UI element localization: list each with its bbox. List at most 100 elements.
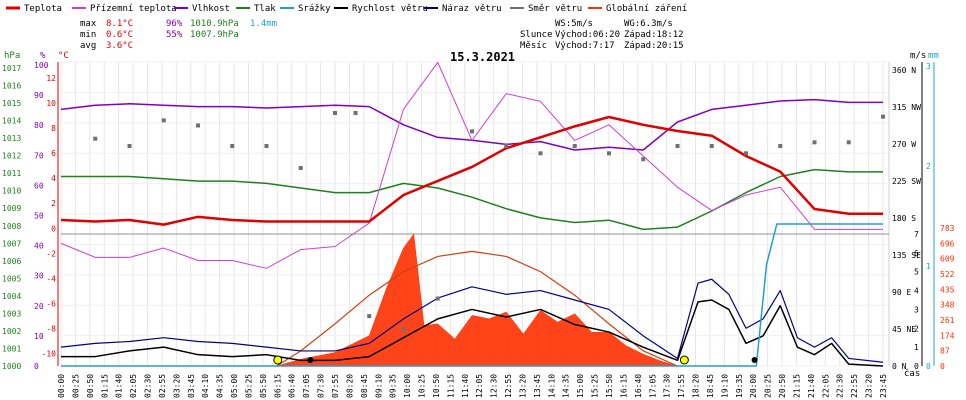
axes: 00:00 00:25 00:50 01:15 01:40 02:05 02:30 02:55… (2, 61, 955, 398)
x-tick-label: 05:00 (230, 374, 239, 398)
y-tick-pressure: 1010 (2, 187, 21, 196)
legend-item-ground-temperature: Přízemní teplota (90, 4, 177, 14)
x-tick-label: 07:55 (331, 374, 340, 398)
wind-direction-point (353, 111, 358, 115)
y-tick-temperature: 0 (51, 224, 56, 233)
x-tick-label: 10:50 (432, 374, 441, 398)
wind-direction-point (161, 118, 166, 123)
y-tick-wind-direction: 180 S (892, 214, 916, 223)
x-tick-label: 22:55 (850, 374, 859, 398)
y-tick-radiation: 435 (940, 285, 955, 294)
x-tick-label: 10:25 (418, 374, 427, 398)
x-tick-label: 18:45 (706, 374, 715, 398)
series-layer (60, 61, 885, 367)
x-tick-label: 00:25 (71, 374, 80, 398)
x-tick-label: 01:40 (115, 374, 124, 398)
y-tick-radiation: 87 (940, 347, 950, 356)
wind-direction-point (127, 144, 132, 148)
y-tick-wind-direction: 45 NE (892, 325, 916, 334)
legend-item-temperature: Teplota (24, 4, 62, 14)
y-tick-temperature: 10 (46, 99, 56, 108)
sun-label: Slunce (520, 30, 553, 40)
wind-direction-point (298, 166, 303, 170)
x-tick-label: 22:30 (836, 374, 845, 398)
x-tick-label: 14:10 (547, 374, 556, 398)
y-tick-humidity: 90 (34, 91, 44, 100)
x-tick-label: 03:45 (187, 374, 196, 398)
y-tick-radiation: 348 (940, 301, 955, 310)
y-tick-wind-speed: 5 (914, 268, 919, 277)
legend: Teplota Přízemní teplota Vlhkost Tlak Sr… (6, 4, 687, 14)
x-tick-label: 18:20 (692, 374, 701, 398)
sunrise-marker (273, 355, 283, 365)
y-tick-wind-speed: 1 (914, 343, 919, 352)
wind-direction-point (778, 144, 783, 148)
y-tick-pressure: 1007 (2, 239, 21, 248)
wind-direction-point (744, 151, 748, 156)
axis-unit-pressure: hPa (4, 51, 20, 61)
y-tick-humidity: 60 (34, 181, 44, 190)
wind-direction-point (470, 129, 474, 134)
y-tick-radiation: 609 (940, 255, 955, 264)
x-tick-label: 02:55 (158, 374, 167, 398)
y-tick-pressure: 1002 (2, 327, 21, 336)
x-tick-label: 07:30 (317, 374, 326, 398)
stats-min-label: min (80, 30, 96, 40)
y-tick-radiation: 174 (940, 331, 955, 340)
y-tick-wind-direction: 270 W (892, 140, 916, 149)
y-tick-pressure: 1014 (2, 117, 21, 126)
y-tick-pressure: 1016 (2, 82, 21, 91)
x-tick-label: 20:00 (749, 374, 758, 398)
x-tick-label: 08:20 (345, 374, 354, 398)
y-tick-pressure: 1013 (2, 134, 21, 143)
stats-max-temp: 8.1°C (106, 19, 133, 29)
x-tick-label: 05:25 (244, 374, 253, 398)
stats-max-label: max (80, 19, 97, 29)
wind-speed-line (61, 299, 884, 367)
x-tick-label: 01:15 (100, 374, 109, 398)
x-tick-label: 17:30 (663, 374, 672, 398)
x-tick-label: 12:55 (504, 374, 513, 398)
moonrise: Východ:7:17 (555, 41, 615, 51)
ground-temperature-line (60, 61, 883, 269)
stats-avg-temp: 3.6°C (106, 41, 133, 51)
x-tick-label: 21:40 (807, 374, 816, 398)
y-tick-temperature: 12 (46, 74, 56, 83)
x-tick-label: 15:25 (591, 374, 600, 398)
x-tick-label: 13:45 (533, 374, 542, 398)
y-tick-temperature: -2 (46, 249, 56, 258)
moonrise-marker (307, 357, 314, 363)
y-tick-radiation: 0 (940, 362, 945, 371)
grid (60, 61, 889, 367)
y-tick-radiation: 696 (940, 239, 955, 248)
wind-direction-point (675, 144, 680, 148)
chart-title: 15.3.2021 (450, 50, 515, 64)
axis-label-time: čas (904, 368, 920, 379)
x-tick-label: 21:15 (792, 374, 801, 398)
x-tick-label: 12:05 (475, 374, 484, 398)
stats-max-pressure: 1010.9hPa (190, 19, 239, 29)
y-tick-wind-direction: 315 NW (892, 103, 921, 112)
y-tick-pressure: 1012 (2, 152, 21, 161)
stats-min-humidity: 55% (166, 30, 183, 40)
y-tick-rain: 3 (926, 62, 931, 71)
wind-direction-point (881, 114, 885, 119)
wind-direction-point (333, 111, 337, 115)
stats-avg-label: avg (80, 41, 96, 51)
x-tick-label: 22:05 (821, 374, 830, 398)
x-tick-label: 04:10 (201, 374, 210, 398)
sunset: Západ:18:12 (624, 30, 684, 40)
x-tick-label: 00:00 (57, 374, 66, 398)
y-tick-pressure: 1017 (2, 64, 21, 73)
x-tick-label: 09:35 (389, 374, 398, 398)
y-tick-pressure: 1000 (2, 362, 21, 371)
wind-direction-point (812, 140, 817, 145)
y-tick-wind-direction: 90 E (892, 288, 911, 297)
clear-sky-radiation-line (276, 250, 678, 367)
x-tick-label: 16:40 (634, 374, 643, 398)
wind-direction-point (367, 314, 372, 319)
x-tick-label: 09:10 (374, 374, 383, 398)
x-tick-label: 02:30 (144, 374, 153, 398)
x-tick-label: 05:50 (259, 374, 268, 398)
